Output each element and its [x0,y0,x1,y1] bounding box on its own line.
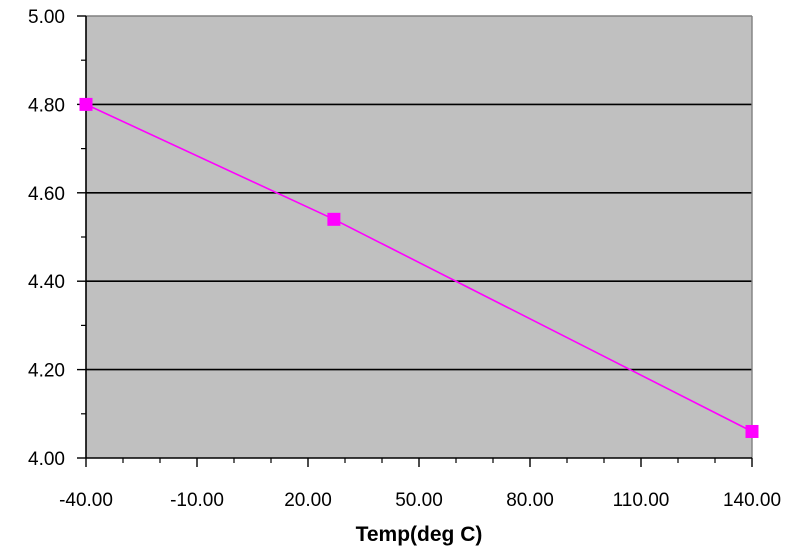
x-tick-label: 110.00 [613,490,670,511]
data-point-marker [745,424,759,438]
y-tick-labels: 4.00 4.20 4.40 4.60 4.80 5.00 [28,7,65,470]
y-tick-label: 4.60 [28,184,65,205]
axis-layer [77,15,753,467]
data-point-marker [327,212,341,226]
x-tick-label: 80.00 [506,490,554,511]
x-axis-title: Temp(deg C) [356,523,483,546]
x-tick-label: 20.00 [284,490,332,511]
x-tick-label: 140.00 [723,490,781,511]
series-layer [79,97,759,438]
x-tick-labels: -40.00 -10.00 20.00 50.00 80.00 110.00 140.00 [59,490,781,511]
x-tick-label: 50.00 [395,490,443,511]
data-point-marker [79,97,93,111]
y-tick-label: 4.20 [28,361,65,382]
x-tick-label: -40.00 [59,490,113,511]
y-tick-label: 4.40 [28,272,65,293]
x-tick-label: -10.00 [170,490,224,511]
plot-background [86,16,752,458]
plot-area-layer [86,16,752,458]
grid-layer [86,103,752,371]
y-tick-label: 4.00 [28,449,65,470]
y-tick-label: 5.00 [28,7,65,28]
y-tick-label: 4.80 [28,95,65,116]
